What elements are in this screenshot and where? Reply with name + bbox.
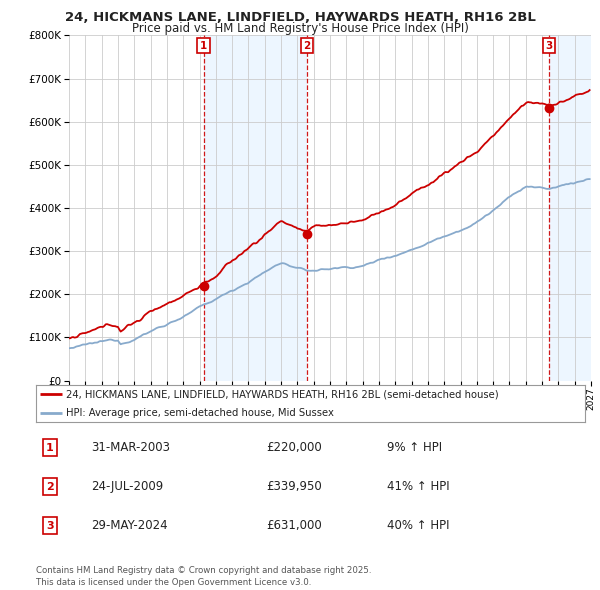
- Text: £339,950: £339,950: [266, 480, 322, 493]
- Text: 3: 3: [46, 521, 53, 530]
- Text: £631,000: £631,000: [266, 519, 322, 532]
- Text: 2: 2: [46, 482, 53, 491]
- Text: 24, HICKMANS LANE, LINDFIELD, HAYWARDS HEATH, RH16 2BL (semi-detached house): 24, HICKMANS LANE, LINDFIELD, HAYWARDS H…: [66, 389, 499, 399]
- Text: 31-MAR-2003: 31-MAR-2003: [91, 441, 170, 454]
- Text: 9% ↑ HPI: 9% ↑ HPI: [388, 441, 442, 454]
- Text: 40% ↑ HPI: 40% ↑ HPI: [388, 519, 450, 532]
- Text: 1: 1: [46, 443, 53, 453]
- Text: Contains HM Land Registry data © Crown copyright and database right 2025.
This d: Contains HM Land Registry data © Crown c…: [36, 566, 371, 587]
- Text: 29-MAY-2024: 29-MAY-2024: [91, 519, 167, 532]
- Text: 1: 1: [200, 41, 207, 51]
- Text: 24-JUL-2009: 24-JUL-2009: [91, 480, 163, 493]
- Text: £220,000: £220,000: [266, 441, 322, 454]
- Text: HPI: Average price, semi-detached house, Mid Sussex: HPI: Average price, semi-detached house,…: [66, 408, 334, 418]
- Text: 24, HICKMANS LANE, LINDFIELD, HAYWARDS HEATH, RH16 2BL: 24, HICKMANS LANE, LINDFIELD, HAYWARDS H…: [65, 11, 535, 24]
- Text: 2: 2: [303, 41, 310, 51]
- Text: 41% ↑ HPI: 41% ↑ HPI: [388, 480, 450, 493]
- Text: 3: 3: [545, 41, 553, 51]
- Bar: [203, 35, 307, 381]
- Bar: [549, 35, 591, 381]
- Text: Price paid vs. HM Land Registry's House Price Index (HPI): Price paid vs. HM Land Registry's House …: [131, 22, 469, 35]
